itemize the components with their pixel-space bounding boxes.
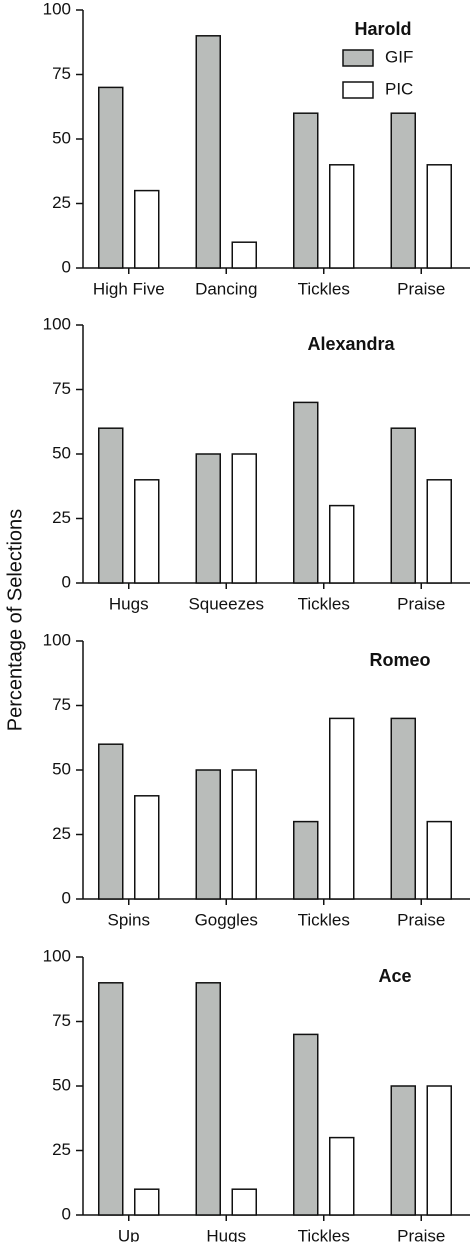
x-tick-label: Up	[118, 1226, 140, 1242]
y-tick-label: 100	[43, 0, 71, 18]
bar	[329, 717, 355, 900]
bar	[390, 1085, 416, 1216]
bar	[390, 717, 416, 900]
bar	[293, 1033, 319, 1216]
bar	[98, 86, 124, 269]
bar	[134, 479, 160, 584]
y-axis-label: Percentage of Selections	[4, 509, 26, 731]
bar	[426, 479, 452, 584]
legend-label: PIC	[385, 79, 413, 98]
y-tick-label: 100	[43, 314, 71, 333]
bar	[329, 164, 355, 269]
x-tick-label: Tickles	[298, 279, 350, 298]
x-tick-label: Tickles	[298, 910, 350, 929]
y-tick-label: 0	[62, 888, 71, 907]
bar	[329, 504, 355, 584]
bar	[195, 982, 221, 1216]
bar	[426, 1085, 452, 1216]
bar	[134, 795, 160, 900]
y-tick-label: 75	[52, 379, 71, 398]
x-tick-label: Hugs	[109, 594, 149, 613]
x-tick-label: Praise	[397, 279, 445, 298]
bar	[134, 189, 160, 269]
bar	[134, 1188, 160, 1216]
panel-title: Harold	[354, 19, 411, 39]
y-tick-label: 75	[52, 64, 71, 83]
y-tick-label: 50	[52, 443, 71, 462]
bar	[231, 453, 257, 584]
bar	[426, 820, 452, 900]
x-tick-label: Squeezes	[188, 594, 264, 613]
panel-title: Romeo	[369, 650, 430, 670]
panel-title: Alexandra	[307, 334, 395, 354]
x-tick-label: Goggles	[195, 910, 258, 929]
y-tick-label: 0	[62, 257, 71, 276]
y-tick-label: 100	[43, 946, 71, 965]
bar	[293, 401, 319, 584]
y-tick-label: 75	[52, 695, 71, 714]
bar	[390, 427, 416, 584]
y-tick-label: 50	[52, 759, 71, 778]
y-tick-label: 50	[52, 128, 71, 147]
bar	[195, 35, 221, 269]
legend-swatch	[342, 81, 374, 99]
y-tick-label: 50	[52, 1075, 71, 1094]
y-tick-label: 0	[62, 572, 71, 591]
bar	[426, 164, 452, 269]
bar	[231, 241, 257, 269]
bar	[98, 982, 124, 1216]
bar	[195, 453, 221, 584]
x-tick-label: High Five	[93, 279, 165, 298]
bar	[293, 112, 319, 269]
y-tick-label: 0	[62, 1204, 71, 1223]
bar	[98, 743, 124, 900]
x-tick-label: Praise	[397, 910, 445, 929]
y-tick-label: 100	[43, 630, 71, 649]
bar	[390, 112, 416, 269]
bar	[293, 820, 319, 900]
y-tick-label: 75	[52, 1011, 71, 1030]
y-tick-label: 25	[52, 508, 71, 527]
x-tick-label: Spins	[107, 910, 150, 929]
legend-swatch	[342, 49, 374, 67]
x-tick-label: Dancing	[195, 279, 257, 298]
bar	[195, 769, 221, 900]
y-tick-label: 25	[52, 1140, 71, 1159]
x-tick-label: Praise	[397, 1226, 445, 1242]
x-tick-label: Tickles	[298, 594, 350, 613]
legend-label: GIF	[385, 47, 413, 66]
y-tick-label: 25	[52, 193, 71, 212]
bar	[329, 1136, 355, 1216]
x-tick-label: Hugs	[206, 1226, 246, 1242]
panel-title: Ace	[378, 966, 411, 986]
bar	[231, 1188, 257, 1216]
bar	[98, 427, 124, 584]
x-tick-label: Tickles	[298, 1226, 350, 1242]
bar	[231, 769, 257, 900]
x-tick-label: Praise	[397, 594, 445, 613]
y-tick-label: 25	[52, 824, 71, 843]
